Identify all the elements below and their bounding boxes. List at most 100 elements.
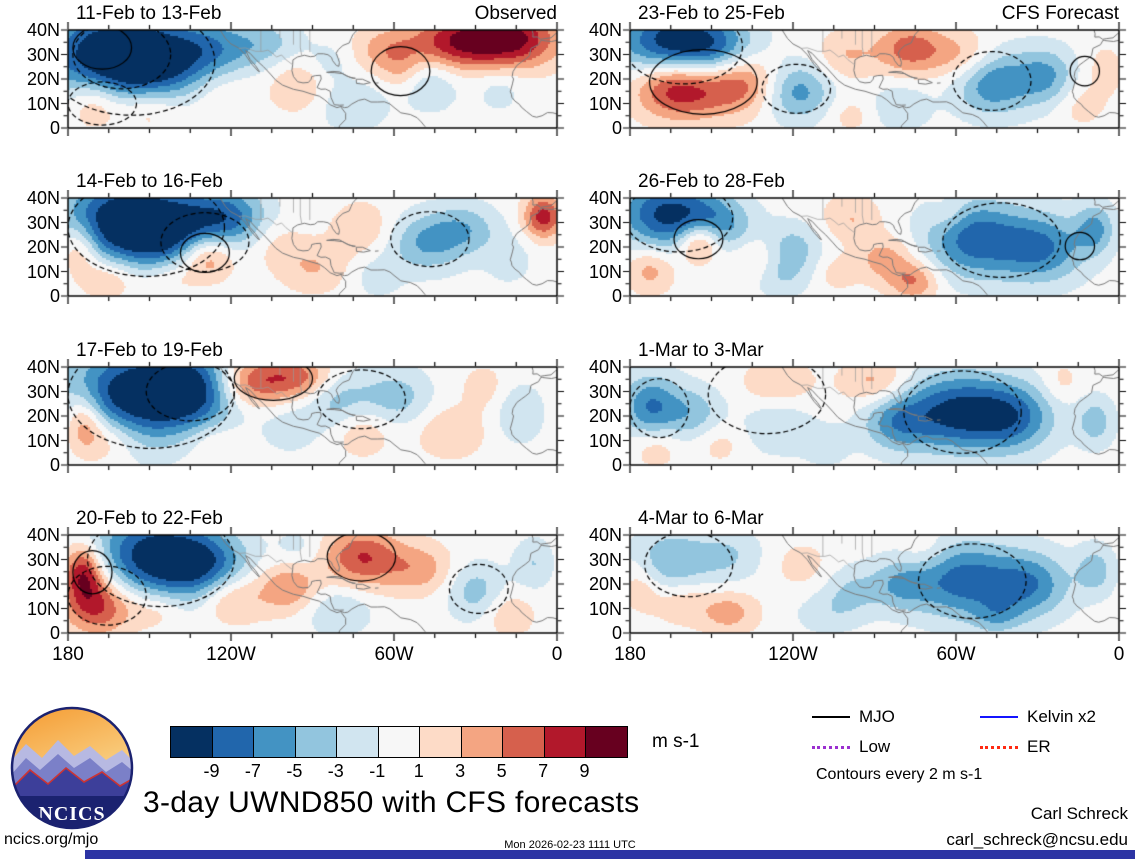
colorbar-cell xyxy=(171,727,213,757)
panel-title: 20-Feb to 22-Feb xyxy=(76,508,223,529)
map-canvas xyxy=(60,359,565,473)
y-tick-label: 40N xyxy=(26,188,60,208)
map-canvas xyxy=(60,22,565,136)
logo-text: NCICS xyxy=(38,803,105,825)
x-tick-label: 60W xyxy=(374,644,414,665)
y-tick-label: 10N xyxy=(26,598,60,619)
bottom-bar xyxy=(85,850,1135,859)
y-tick-label: 20N xyxy=(26,574,60,594)
y-tick-label: 0 xyxy=(49,455,60,475)
colorbar-tick-label: -3 xyxy=(327,761,344,781)
x-tick-label: 60W xyxy=(936,644,976,665)
panel-corner-label: CFS Forecast xyxy=(1001,3,1119,24)
y-tick-label: 40N xyxy=(26,357,60,377)
y-tick-label: 30N xyxy=(588,549,622,570)
colorbar-tick-label: 7 xyxy=(538,761,549,781)
x-tick-label: 120W xyxy=(768,644,818,665)
y-tick-label: 30N xyxy=(26,381,60,402)
figure-title: 3-day UWND850 with CFS forecasts xyxy=(143,786,640,819)
y-tick-label: 20N xyxy=(26,237,60,257)
x-tick-label: 180 xyxy=(52,644,84,665)
colorbar-tick-label: 5 xyxy=(496,761,507,781)
logo-ring xyxy=(10,706,134,830)
colorbar-tick-label: -9 xyxy=(203,761,220,781)
y-tick-label: 30N xyxy=(588,381,622,402)
y-tick-label: 0 xyxy=(611,286,622,306)
colorbar-cell xyxy=(254,727,296,757)
x-tick-label: 0 xyxy=(1113,644,1125,665)
x-tick-label: 180 xyxy=(614,644,646,665)
colorbar-tick-label: -1 xyxy=(369,761,386,781)
panel-title: 17-Feb to 19-Feb xyxy=(76,340,223,361)
y-tick-label: 20N xyxy=(26,406,60,426)
y-tick-label: 20N xyxy=(588,237,622,257)
y-tick-label: 40N xyxy=(588,357,622,377)
y-tick-label: 30N xyxy=(26,549,60,570)
legend-item: Kelvin x2 xyxy=(980,702,1135,732)
colorbar-cell xyxy=(503,727,545,757)
legend-item: ER xyxy=(980,732,1135,762)
y-tick-label: 40N xyxy=(588,188,622,208)
y-tick-label: 40N xyxy=(588,525,622,545)
y-tick-label: 0 xyxy=(611,623,622,643)
y-tick-label: 40N xyxy=(26,525,60,545)
legend-label: Low xyxy=(859,737,891,756)
y-tick-label: 20N xyxy=(588,574,622,594)
y-tick-label: 10N xyxy=(26,93,60,114)
panel-title: 1-Mar to 3-Mar xyxy=(638,340,764,361)
y-tick-label: 30N xyxy=(588,212,622,233)
map-canvas xyxy=(622,22,1127,136)
y-tick-label: 40N xyxy=(26,20,60,40)
y-tick-label: 30N xyxy=(26,212,60,233)
legend-label: Kelvin x2 xyxy=(1027,707,1096,726)
y-tick-label: 10N xyxy=(588,598,622,619)
panel-title: 11-Feb to 13-Feb xyxy=(76,3,222,24)
y-tick-label: 0 xyxy=(49,286,60,306)
y-tick-label: 0 xyxy=(49,118,60,138)
map-canvas xyxy=(60,527,565,641)
timestamp: Mon 2026-02-23 1111 UTC xyxy=(504,839,636,851)
legend-label: ER xyxy=(1027,737,1051,756)
credit-name: Carl Schreck xyxy=(1030,804,1128,823)
colorbar-cell xyxy=(212,727,255,757)
y-tick-label: 30N xyxy=(588,44,622,65)
y-tick-label: 10N xyxy=(588,93,622,114)
colorbar-tick-label: 3 xyxy=(455,761,466,781)
y-tick-label: 30N xyxy=(26,44,60,65)
panel-title: 4-Mar to 6-Mar xyxy=(638,508,764,529)
colorbar xyxy=(170,726,628,758)
panel-title: 26-Feb to 28-Feb xyxy=(638,171,785,192)
x-tick-label: 120W xyxy=(206,644,256,665)
legend: MJO Kelvin x2 Low ER xyxy=(812,702,1135,762)
colorbar-tick-label: -7 xyxy=(244,761,261,781)
y-tick-label: 20N xyxy=(588,406,622,426)
low-line-sample xyxy=(812,745,850,749)
y-tick-label: 0 xyxy=(611,455,622,475)
colorbar-cell xyxy=(337,727,379,757)
legend-item: MJO xyxy=(812,702,980,732)
colorbar-cell xyxy=(461,727,504,757)
colorbar-cell xyxy=(544,727,587,757)
y-tick-label: 10N xyxy=(588,430,622,451)
credit-email: carl_schreck@ncsu.edu xyxy=(946,830,1128,849)
colorbar-unit-label: m s-1 xyxy=(652,731,700,752)
y-tick-label: 0 xyxy=(49,623,60,643)
map-canvas xyxy=(622,190,1127,304)
colorbar-cell xyxy=(295,727,338,757)
y-tick-label: 0 xyxy=(611,118,622,138)
map-canvas xyxy=(622,359,1127,473)
y-tick-label: 20N xyxy=(26,69,60,89)
logo-art: NCICS xyxy=(12,708,132,828)
er-line-sample xyxy=(980,745,1018,749)
map-canvas xyxy=(60,190,565,304)
kelvin-x2-line-sample xyxy=(980,716,1018,718)
y-tick-label: 20N xyxy=(588,69,622,89)
y-tick-label: 40N xyxy=(588,20,622,40)
panel-corner-label: Observed xyxy=(474,3,557,24)
colorbar-cell xyxy=(378,727,421,757)
legend-item: Low xyxy=(812,732,980,762)
x-tick-label: 0 xyxy=(551,644,563,665)
panel-title: 14-Feb to 16-Feb xyxy=(76,171,223,192)
colorbar-cell xyxy=(420,727,462,757)
